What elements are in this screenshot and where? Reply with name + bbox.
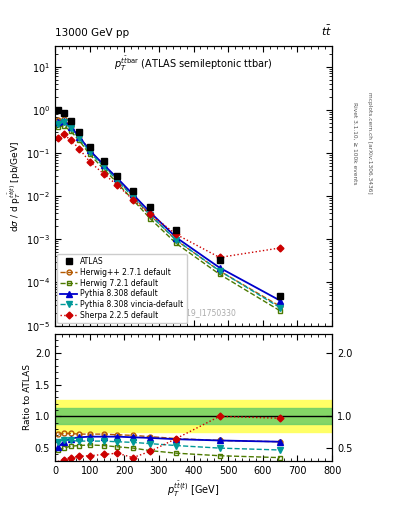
Pythia 8.308 default [217,265,222,271]
Sherpa 2.2.5 default [217,254,222,261]
ATLAS [148,204,152,210]
Herwig++ 2.7.1 default [68,123,73,129]
ATLAS [56,107,61,113]
Bar [55,400,332,432]
Line: Pythia 8.308 vincia-default: Pythia 8.308 vincia-default [56,119,283,310]
Pythia 8.308 vincia-default [115,178,120,184]
Legend: ATLAS, Herwig++ 2.7.1 default, Herwig 7.2.1 default, Pythia 8.308 default, Pythi: ATLAS, Herwig++ 2.7.1 default, Herwig 7.… [57,253,187,323]
Herwig++ 2.7.1 default [148,212,152,218]
Pythia 8.308 vincia-default [278,305,283,311]
Text: $p_T^{t\bar{t}\mathrm{bar}}$ (ATLAS semileptonic ttbar): $p_T^{t\bar{t}\mathrm{bar}}$ (ATLAS semi… [114,54,273,73]
Pythia 8.308 default [130,191,135,198]
ATLAS [278,293,283,300]
Herwig 7.2.1 default [174,241,178,247]
Line: ATLAS: ATLAS [55,106,284,300]
Herwig++ 2.7.1 default [61,116,66,122]
Sherpa 2.2.5 default [101,170,106,177]
Text: ATLAS_2019_I1750330: ATLAS_2019_I1750330 [150,308,237,317]
ATLAS [174,227,178,233]
Herwig++ 2.7.1 default [278,303,283,309]
Sherpa 2.2.5 default [77,146,82,152]
Pythia 8.308 default [56,119,61,125]
Pythia 8.308 vincia-default [68,125,73,132]
ATLAS [101,158,106,164]
Y-axis label: Ratio to ATLAS: Ratio to ATLAS [23,364,32,430]
Pythia 8.308 default [77,134,82,140]
Pythia 8.308 default [278,297,283,304]
Herwig++ 2.7.1 default [174,237,178,243]
Pythia 8.308 vincia-default [217,268,222,274]
ATLAS [77,130,82,136]
Pythia 8.308 default [68,124,73,130]
Pythia 8.308 vincia-default [87,149,92,155]
Herwig 7.2.1 default [148,216,152,222]
Pythia 8.308 vincia-default [61,119,66,125]
ATLAS [115,173,120,179]
Herwig++ 2.7.1 default [87,147,92,154]
Herwig 7.2.1 default [115,180,120,186]
Herwig 7.2.1 default [130,197,135,203]
ATLAS [130,188,135,194]
ATLAS [87,143,92,150]
ATLAS [217,257,222,263]
Pythia 8.308 default [148,209,152,216]
Sherpa 2.2.5 default [87,159,92,165]
Sherpa 2.2.5 default [68,137,73,143]
Herwig 7.2.1 default [56,124,61,130]
Text: mcplots.cern.ch [arXiv:1306.3436]: mcplots.cern.ch [arXiv:1306.3436] [367,93,373,194]
Pythia 8.308 vincia-default [130,194,135,200]
Pythia 8.308 vincia-default [148,212,152,218]
Herwig++ 2.7.1 default [101,162,106,168]
Herwig 7.2.1 default [77,137,82,143]
Bar [55,409,332,424]
X-axis label: $p_T^{t\bar{t}(t)}$ [GeV]: $p_T^{t\bar{t}(t)}$ [GeV] [167,480,220,499]
Sherpa 2.2.5 default [61,131,66,137]
Herwig++ 2.7.1 default [77,133,82,139]
Line: Pythia 8.308 default: Pythia 8.308 default [56,118,283,304]
Text: Rivet 3.1.10, ≥ 100k events: Rivet 3.1.10, ≥ 100k events [352,102,357,185]
Sherpa 2.2.5 default [278,245,283,251]
Herwig 7.2.1 default [87,151,92,157]
Pythia 8.308 vincia-default [56,120,61,126]
Pythia 8.308 default [87,147,92,154]
Pythia 8.308 default [101,161,106,167]
Pythia 8.308 default [61,118,66,124]
Y-axis label: d$\sigma$ / d p$_T^{t\bar{t}(t)}$ [pb/GeV]: d$\sigma$ / d p$_T^{t\bar{t}(t)}$ [pb/Ge… [6,140,23,231]
Pythia 8.308 default [115,175,120,181]
Line: Herwig 7.2.1 default: Herwig 7.2.1 default [56,123,283,313]
Sherpa 2.2.5 default [174,231,178,238]
Pythia 8.308 default [174,234,178,241]
Line: Sherpa 2.2.5 default: Sherpa 2.2.5 default [56,132,283,260]
Sherpa 2.2.5 default [56,135,61,141]
Herwig++ 2.7.1 default [130,193,135,199]
Herwig 7.2.1 default [278,308,283,314]
Sherpa 2.2.5 default [130,197,135,203]
Pythia 8.308 vincia-default [174,237,178,243]
Pythia 8.308 vincia-default [101,163,106,169]
Line: Herwig++ 2.7.1 default: Herwig++ 2.7.1 default [56,117,283,309]
Herwig 7.2.1 default [61,122,66,129]
Herwig 7.2.1 default [217,271,222,278]
Text: $t\bar{t}$: $t\bar{t}$ [321,24,332,38]
Pythia 8.308 vincia-default [77,135,82,141]
Sherpa 2.2.5 default [115,182,120,188]
ATLAS [68,118,73,124]
ATLAS [61,110,66,116]
Text: 13000 GeV pp: 13000 GeV pp [55,28,129,38]
Sherpa 2.2.5 default [148,211,152,218]
Herwig 7.2.1 default [101,166,106,172]
Herwig++ 2.7.1 default [115,177,120,183]
Herwig++ 2.7.1 default [217,268,222,274]
Herwig 7.2.1 default [68,128,73,134]
Herwig++ 2.7.1 default [56,117,61,123]
